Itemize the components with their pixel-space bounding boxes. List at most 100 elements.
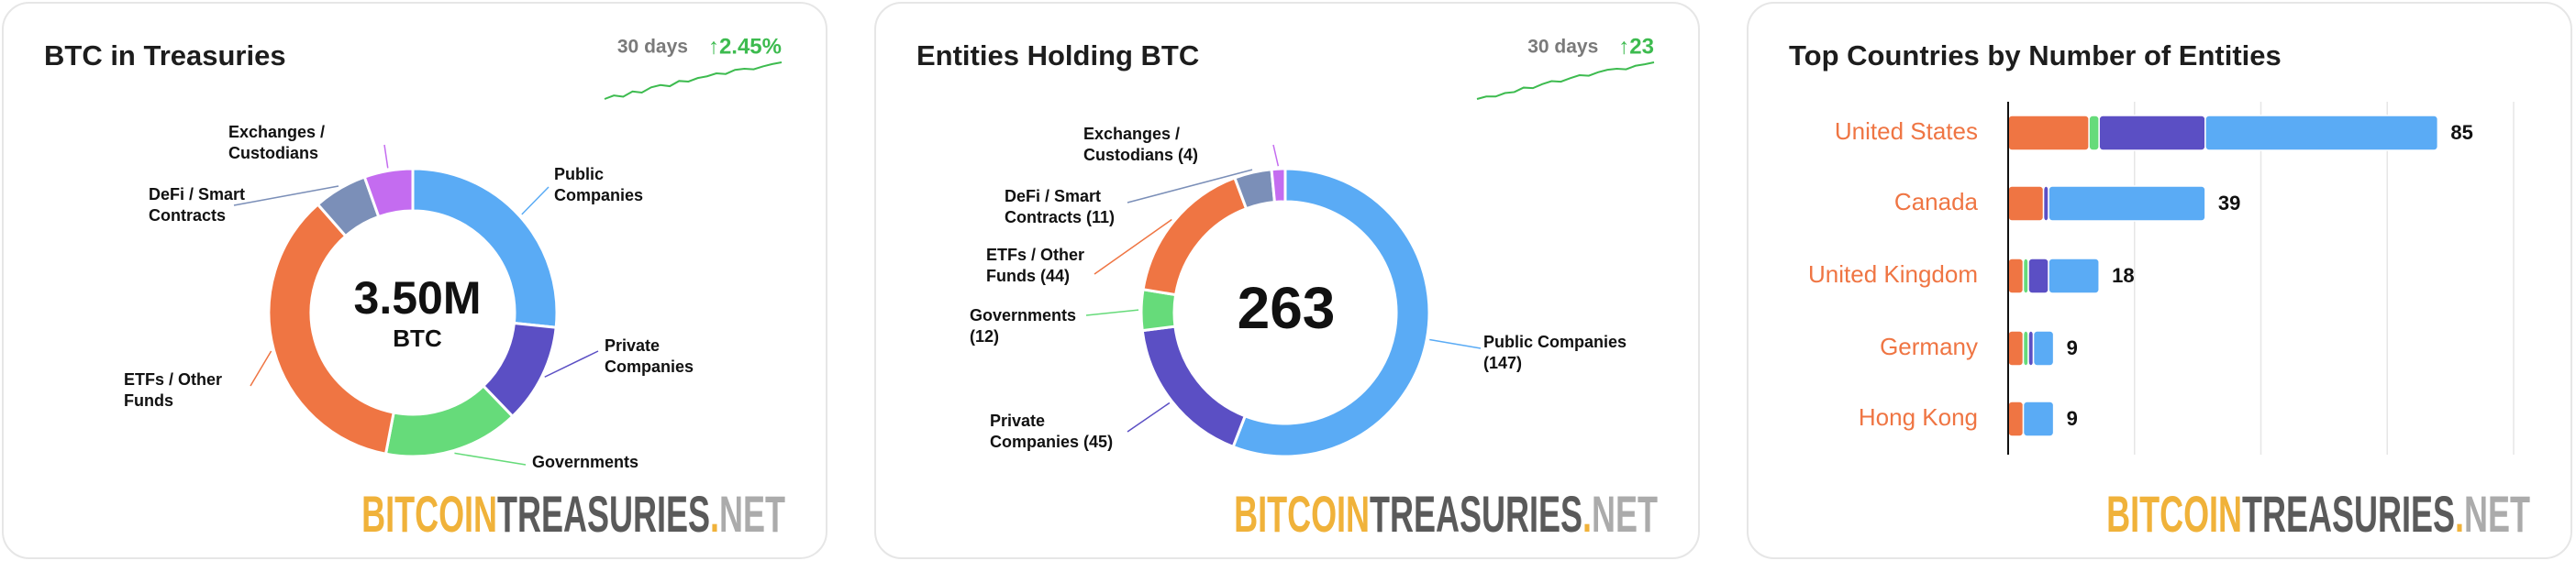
bar-segment — [2048, 258, 2100, 294]
bar-segment — [2088, 115, 2100, 151]
bar-segment — [2007, 115, 2090, 151]
brand-part: TREASURIES — [497, 485, 710, 543]
total-label: 18 — [2112, 264, 2134, 287]
segment-label: Public Companies (147) — [1483, 332, 1635, 375]
card: Entities Holding BTC ↑23 30 days 263 BITCOIN… — [874, 2, 1700, 559]
value-label: (11) — [1086, 208, 1116, 227]
segment-label: Exchanges / Custodians (4) — [1083, 124, 1212, 167]
category-name: Private Companies — [990, 412, 1080, 452]
bar-segment — [2027, 258, 2049, 294]
y-tick-label: Hong Kong — [1859, 403, 1978, 431]
category-name: Governments — [970, 306, 1077, 324]
bar-segment — [2098, 115, 2206, 151]
bar-segment — [2022, 258, 2029, 294]
chart: Top Countries by Number of Entities Unite… — [1789, 39, 2530, 543]
value-label: (12) — [970, 327, 1000, 346]
donut-segment — [1139, 288, 1178, 333]
segment-label: ETFs / Other Funds — [124, 369, 243, 412]
center-value: 3.50M — [354, 272, 482, 324]
y-tick-label: Canada — [1894, 188, 1979, 215]
brand-watermark: BITCOINTREASURIES.NET — [2106, 485, 2530, 543]
brand-part: . — [2455, 485, 2464, 543]
total-label: 9 — [2067, 336, 2078, 359]
sparkline — [604, 61, 783, 100]
segment-label: Private Companies (45) — [990, 411, 1127, 454]
bar-segment — [2048, 185, 2206, 222]
brand-part: NET — [1592, 485, 1658, 543]
leader-line — [1085, 309, 1139, 316]
brand-part: TREASURIES — [2242, 485, 2455, 543]
donut-segment — [383, 383, 515, 458]
donut-segment — [1231, 167, 1431, 458]
category-name: ETFs / Other Funds — [124, 370, 223, 411]
segment-label: Exchanges / Custodians — [228, 122, 348, 165]
category-name: Public Companies — [1483, 333, 1627, 351]
value-label: (4) — [1178, 146, 1199, 165]
brand-part: . — [710, 485, 719, 543]
bar-segment — [2032, 330, 2055, 367]
trend-change: ↑2.45% — [708, 34, 782, 59]
leader-line — [1272, 144, 1280, 167]
trend-period: 30 days — [617, 37, 688, 58]
bar-segment — [2007, 401, 2025, 437]
chart-title: BTC in Treasuries — [44, 39, 286, 72]
bar-segment — [2022, 401, 2055, 437]
donut-segment — [267, 202, 395, 456]
leader-line — [250, 350, 272, 387]
category-name: Exchanges / Custodians — [228, 123, 326, 163]
category-name: ETFs / Other Funds — [986, 246, 1085, 286]
y-tick-label: United States — [1835, 117, 1978, 145]
bar-segment — [2027, 330, 2035, 367]
center-value: 263 — [1238, 275, 1336, 341]
brand-part: BITCOIN — [2106, 485, 2242, 543]
segment-label: Governments — [532, 452, 670, 473]
brand-part: . — [1582, 485, 1592, 543]
brand-part: BITCOIN — [361, 485, 497, 543]
donut-segment — [1141, 176, 1249, 297]
brand-part: NET — [719, 485, 785, 543]
bar-segment — [2204, 115, 2439, 151]
segment-label: DeFi / Smart Contracts — [149, 184, 268, 227]
y-tick-label: Germany — [1880, 333, 1978, 360]
leader-line — [1429, 338, 1482, 349]
donut-segment — [1140, 324, 1248, 449]
leader-line — [1094, 218, 1172, 275]
brand-watermark: BITCOINTREASURIES.NET — [361, 485, 785, 543]
brand-part: TREASURIES — [1370, 485, 1582, 543]
category-name: Exchanges / Custodians — [1083, 125, 1181, 165]
bar-segment — [2022, 330, 2029, 367]
chart: Entities Holding BTC ↑23 30 days 263 BITCOIN… — [916, 34, 1658, 543]
category-name: Governments — [532, 453, 639, 471]
bar-segment — [2007, 258, 2025, 294]
bar-segment — [2007, 330, 2025, 367]
leader-line — [233, 185, 339, 206]
leader-line — [544, 350, 599, 378]
value-label: (44) — [1040, 267, 1071, 286]
category-name: Private Companies — [605, 336, 694, 377]
segment-label: Private Companies — [605, 336, 710, 379]
bar-segment — [2042, 185, 2049, 222]
trend-period: 30 days — [1527, 37, 1598, 58]
brand-part: NET — [2464, 485, 2530, 543]
card: Top Countries by Number of Entities Unite… — [1747, 2, 2572, 559]
category-name: DeFi / Smart Contracts — [149, 185, 246, 226]
leader-line — [383, 144, 389, 169]
total-label: 39 — [2218, 192, 2240, 214]
category-name: DeFi / Smart Contracts — [1005, 187, 1102, 227]
segment-label: DeFi / Smart Contracts (11) — [1005, 186, 1128, 229]
value-label: (147) — [1483, 354, 1523, 373]
segment-label: Public Companies — [554, 164, 660, 207]
y-tick-label: United Kingdom — [1808, 260, 1978, 288]
segment-label: Governments (12) — [970, 305, 1094, 348]
leader-line — [1127, 169, 1253, 204]
donut-segment — [362, 167, 415, 219]
leader-line — [1127, 402, 1171, 433]
chart-title: Entities Holding BTC — [916, 39, 1199, 72]
bar-segment — [2007, 185, 2045, 222]
trend-change: ↑23 — [1618, 34, 1654, 59]
value-label: (45) — [1083, 433, 1114, 452]
leader-line — [454, 452, 527, 466]
brand-part: BITCOIN — [1234, 485, 1370, 543]
